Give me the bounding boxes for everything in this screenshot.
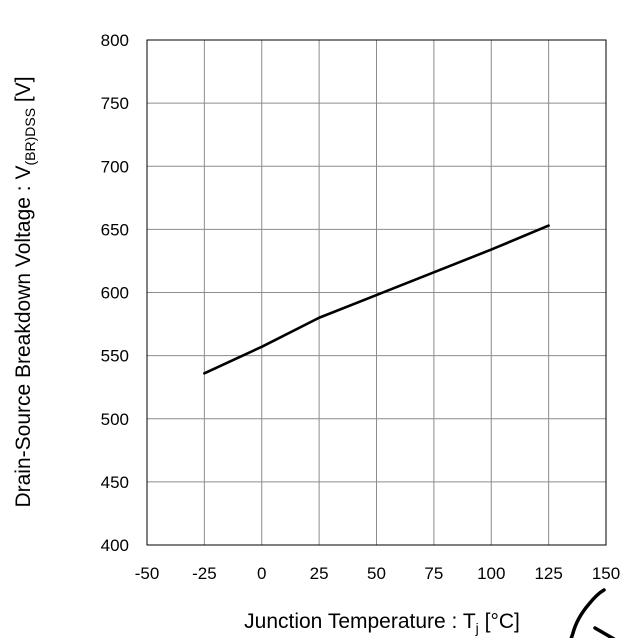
y-tick-label: 400 xyxy=(101,536,129,555)
y-tick-label: 700 xyxy=(101,157,129,176)
y-axis-label-main: Drain-Source Breakdown Voltage : V xyxy=(12,166,35,508)
y-tick-label: 450 xyxy=(101,473,129,492)
corner-logo-mark xyxy=(569,588,616,638)
x-tick-label: 0 xyxy=(257,564,266,583)
y-axis-label-sub: (BR)DSS xyxy=(22,108,38,166)
y-tick-label: 500 xyxy=(101,410,129,429)
series-line xyxy=(203,224,550,375)
tick-labels: -50 -25 0 25 50 75 100 125 150 400 450 500 550 600 650… xyxy=(101,31,621,583)
y-tick-label: 550 xyxy=(101,347,129,366)
x-tick-label: -25 xyxy=(192,564,217,583)
x-axis-label-sub: j xyxy=(475,620,479,636)
x-tick-label: 100 xyxy=(477,564,505,583)
y-axis-label-unit: [V] xyxy=(12,76,35,108)
y-axis-label: Drain-Source Breakdown Voltage : V(BR)DS… xyxy=(12,76,38,507)
plot-frame xyxy=(146,39,607,546)
x-axis-label-unit: [°C] xyxy=(479,610,520,633)
x-tick-label: 75 xyxy=(424,564,443,583)
y-tick-label: 750 xyxy=(101,94,129,113)
x-tick-label: 50 xyxy=(367,564,386,583)
y-tick-label: 800 xyxy=(101,31,129,50)
x-tick-label: -50 xyxy=(135,564,160,583)
x-axis-label: Junction Temperature : Tj [°C] xyxy=(244,610,520,636)
x-axis-label-main: Junction Temperature : T xyxy=(244,610,476,633)
plot-area xyxy=(203,224,550,375)
x-tick-label: 125 xyxy=(534,564,562,583)
y-tick-label: 650 xyxy=(101,220,129,239)
x-tick-label: 150 xyxy=(592,564,620,583)
grid xyxy=(146,39,607,546)
x-tick-label: 25 xyxy=(310,564,329,583)
y-tick-label: 600 xyxy=(101,284,129,303)
